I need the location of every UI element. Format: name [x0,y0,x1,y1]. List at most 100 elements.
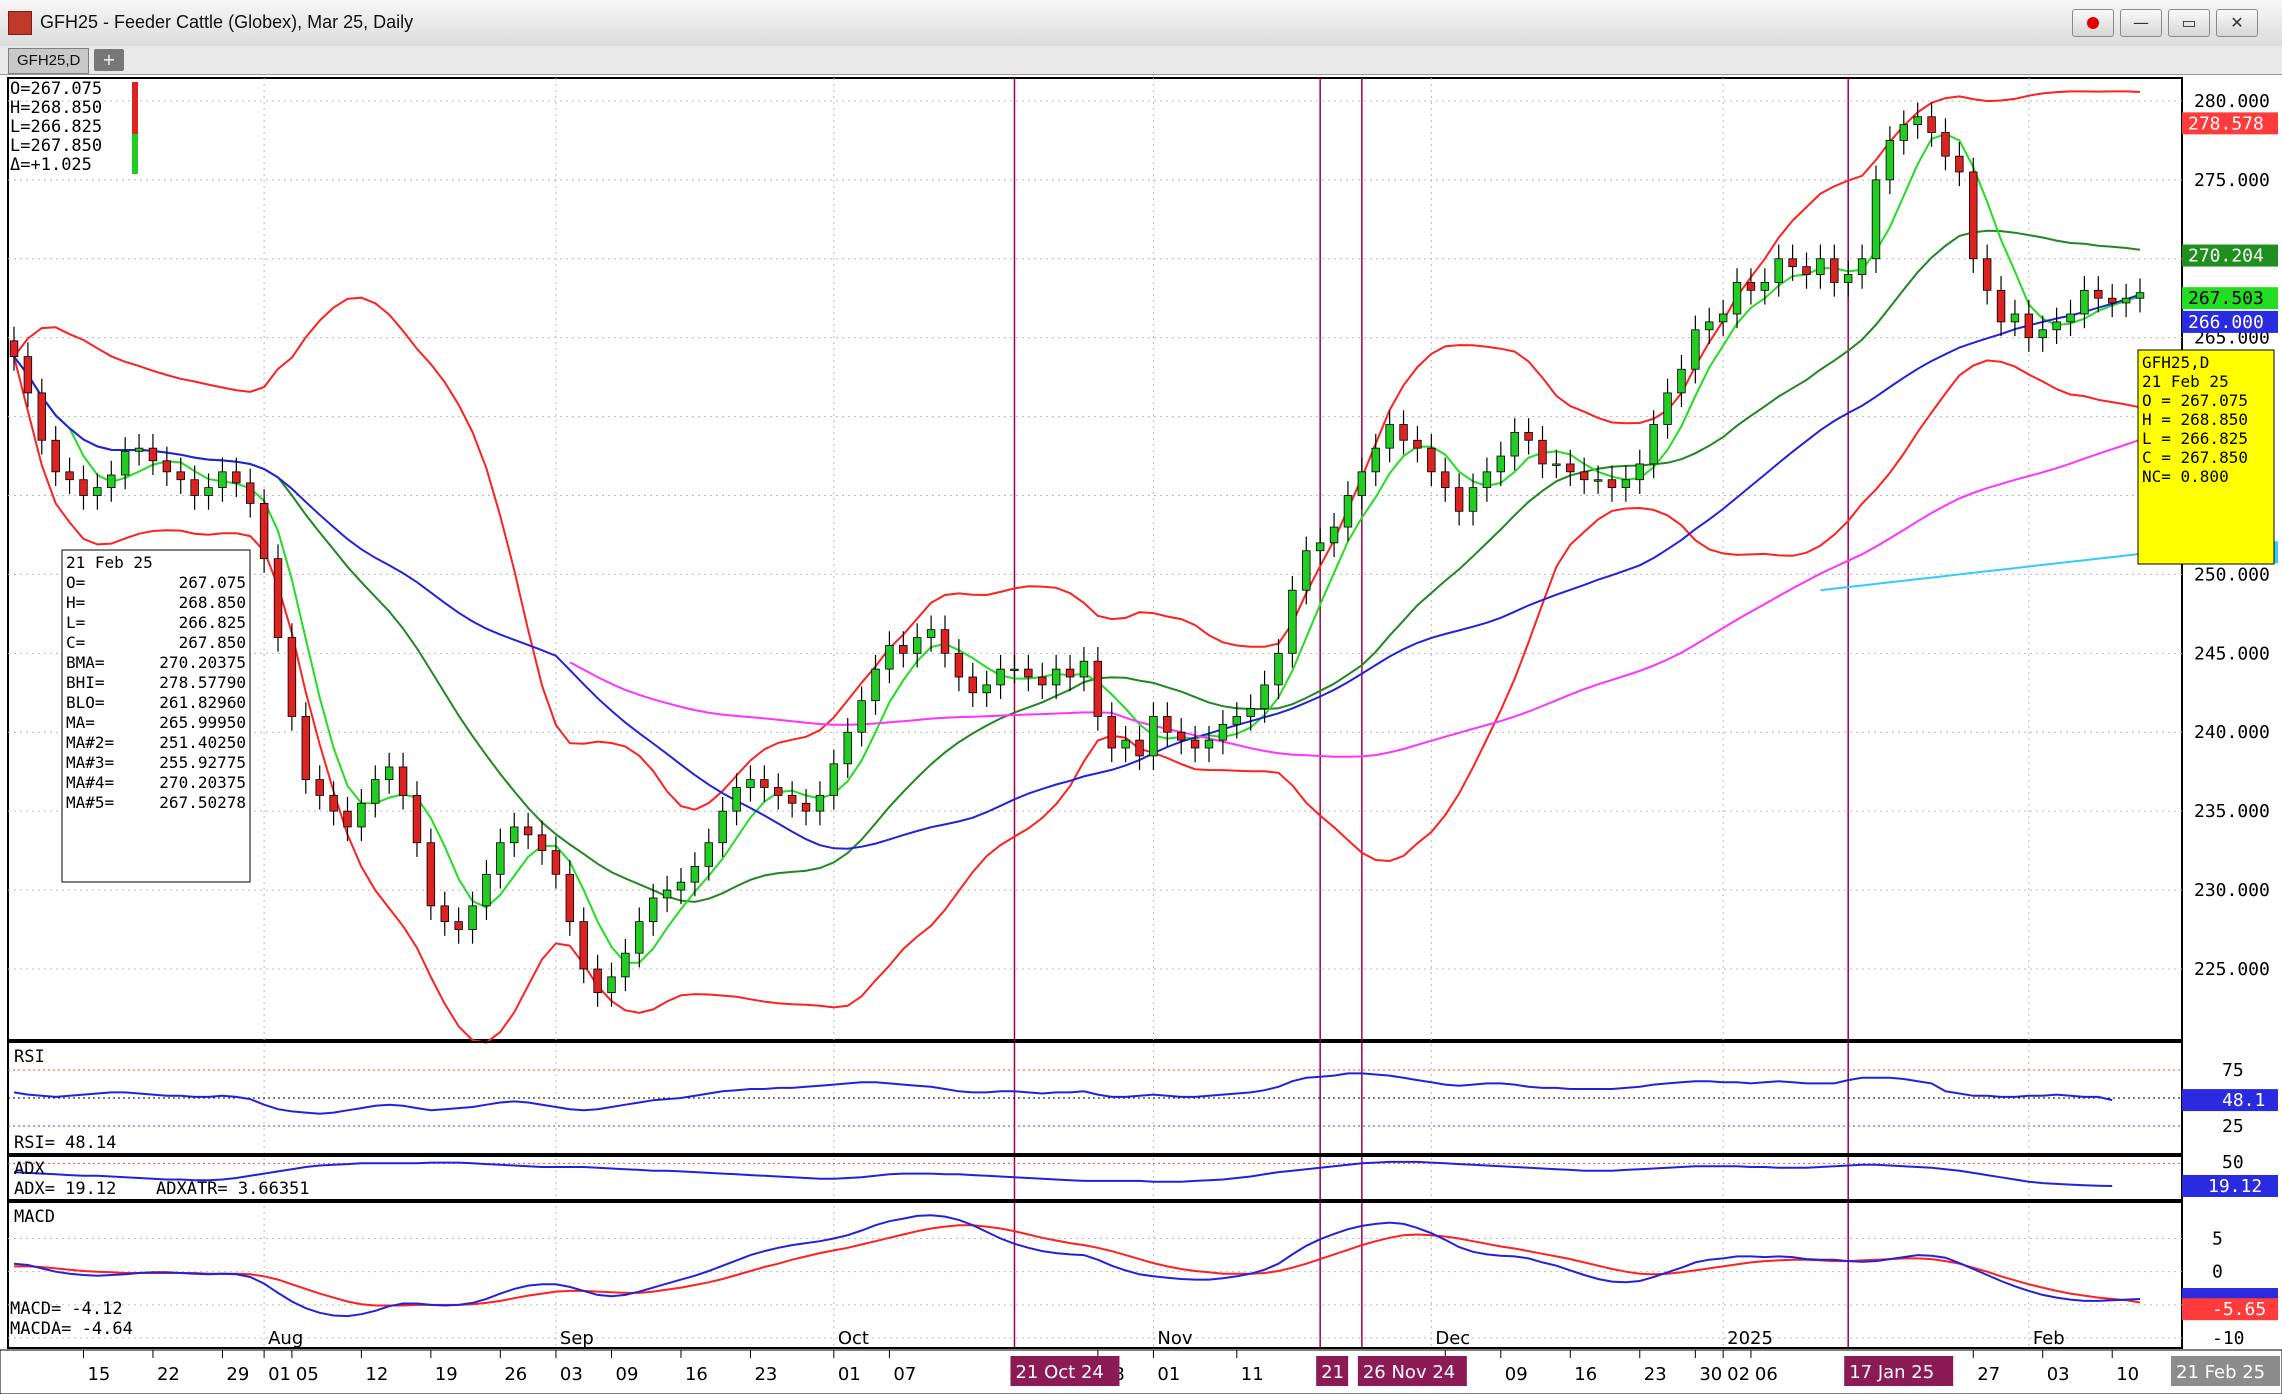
rsi-tick-label: 25 [2222,1116,2244,1137]
data-window-key: C= [66,633,85,652]
date-day-label: 12 [365,1364,388,1385]
candle-body [246,482,255,504]
date-day-label: 19 [435,1364,458,1385]
candle-body [1746,282,1756,291]
candle-body [107,474,116,489]
candle-body [1163,716,1172,733]
window-title: GFH25 - Feeder Cattle (Globex), Mar 25, … [40,12,414,32]
candle-body [371,779,380,804]
data-window-value: 270.20375 [159,653,246,672]
candle-body [65,471,74,481]
maximize-icon[interactable]: ▭ [2168,9,2210,37]
minimize-icon[interactable]: — [2120,9,2162,37]
macd-tick-label: -10 [2212,1328,2245,1349]
ohlc-delta: Δ=+1.025 [10,155,92,175]
candle-body [1538,439,1547,465]
candle-body [1357,471,1367,496]
candle-body [746,779,755,788]
candle-body [1941,132,1950,157]
candle-body [218,471,227,489]
date-day-label: 09 [616,1364,639,1385]
candle-body [343,810,352,828]
candle-body [1204,739,1214,749]
candle-body [510,826,519,844]
tab-gfh25-d[interactable]: GFH25,D [8,48,90,74]
candle-body [2052,321,2061,331]
price-tick-label: 225.000 [2194,959,2270,980]
date-day-label: 06 [1755,1364,1778,1385]
data-window-value: 270.20375 [159,773,246,792]
bollinger-middle [13,229,2141,903]
candle-body [1371,447,1380,473]
candle-body [2010,313,2020,323]
candle-body [912,637,922,654]
candle-body [982,684,991,694]
candle-body [815,794,825,812]
candle-body [1579,471,1589,481]
date-day-label: 27 [1977,1364,2000,1385]
date-day-label: 09 [1505,1364,1528,1385]
cursor-info-line: NC= 0.800 [2142,467,2229,486]
candle-body [1774,258,1783,283]
candle-body [1830,258,1839,283]
date-day-label: 01 [1157,1364,1180,1385]
candle-body [120,450,130,476]
price-tick-label: 235.000 [2194,801,2270,822]
candle-body [1649,424,1658,465]
candle-body [829,763,839,796]
date-month-label: Nov [1157,1328,1192,1349]
macd-avg-badge-bg [2182,1298,2278,1321]
date-day-label: 03 [2047,1364,2070,1385]
close-icon[interactable]: ✕ [2216,9,2258,37]
candle-body [1663,392,1672,425]
add-tab-button[interactable]: + [94,49,124,71]
date-marker-bg [1357,1356,1467,1386]
candle-body [1079,660,1089,678]
candle-body [2107,297,2117,304]
candle-body [1343,495,1353,528]
candle-body [1927,116,1936,133]
macd-tick-label: 5 [2212,1229,2223,1250]
date-marker-label: 21 Oct 24 [1015,1362,1103,1383]
candle-body [662,889,672,899]
candle-body [885,645,894,670]
candle-body [1760,282,1770,291]
price-badge-bg [2182,112,2278,135]
candle-body [51,439,60,473]
candle-body [857,700,866,733]
candle-body [1246,708,1255,717]
candle-body [593,968,602,994]
adx-atr-readout: ADXATR= 3.66351 [156,1179,310,1199]
candle-body [232,471,241,484]
candle-body [1024,668,1033,678]
data-window-value: 265.99950 [159,713,246,732]
date-day-label: 23 [754,1364,777,1385]
macd-pane-frame [7,1201,2183,1349]
window-titlebar: GFH25 - Feeder Cattle (Globex), Mar 25, … [0,0,2282,47]
ma-medium [13,293,2141,850]
data-window-key: O= [66,573,85,592]
price-badge: 266.000 [2182,310,2278,333]
candle-body [1302,550,1311,591]
candle-body [1705,321,1714,331]
candle-body [1969,171,1978,260]
data-window-key: MA#4= [66,773,114,792]
grid-lines [7,77,2183,1348]
price-badge-label: 267.503 [2188,288,2264,309]
price-badge-bg [2182,287,2278,310]
macd-title: MACD [14,1207,55,1227]
date-marker-label: 21 Feb 25 [2176,1362,2265,1383]
adx-pane-frame [7,1155,2183,1201]
candle-body [2038,329,2047,339]
candle-body [1454,487,1464,512]
candlesticks [9,102,2145,1007]
cursor-info-line: O = 267.075 [2142,391,2248,410]
rsi-badge-bg [2182,1089,2278,1112]
data-window-key: MA#3= [66,753,114,772]
date-day-label: 30 [1699,1364,1722,1385]
candle-body [704,842,713,867]
price-tick-label: 230.000 [2194,880,2270,901]
record-icon[interactable] [2072,9,2114,37]
date-day-label: 29 [226,1364,249,1385]
